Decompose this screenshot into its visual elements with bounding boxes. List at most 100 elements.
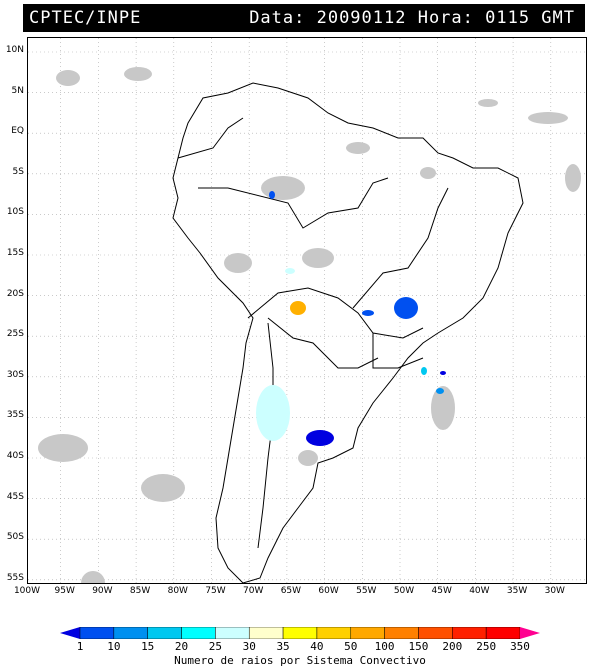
colorbar-label: 10 bbox=[107, 640, 121, 653]
internal-border bbox=[247, 287, 424, 339]
lightning-cell bbox=[362, 310, 374, 316]
lat-label: 40S bbox=[6, 451, 24, 461]
colorbar-segment bbox=[147, 627, 182, 639]
cloud-patch bbox=[565, 164, 581, 192]
colorbar-caption: Numero de raios por Sistema Convectivo bbox=[174, 654, 426, 667]
lightning-systems bbox=[256, 191, 446, 446]
colorbar-label: 200 bbox=[442, 640, 463, 653]
lightning-cell bbox=[290, 301, 306, 315]
cloud-patch bbox=[528, 112, 568, 124]
colorbar-label: 30 bbox=[242, 640, 256, 653]
lat-label: 5N bbox=[11, 85, 24, 96]
map-svg bbox=[28, 38, 586, 583]
cloud-patch bbox=[124, 67, 152, 81]
cloud-patch bbox=[224, 253, 252, 273]
lightning-cell bbox=[256, 385, 290, 441]
colorbar-segment bbox=[316, 627, 352, 639]
map-header: CPTEC/INPE Data: 20090112 Hora: 0115 GMT bbox=[23, 4, 585, 32]
lon-label: 35W bbox=[506, 586, 528, 596]
lat-label: 5S bbox=[12, 166, 24, 177]
map-area bbox=[27, 37, 587, 584]
lon-label: 50W bbox=[393, 586, 415, 596]
lon-label: 85W bbox=[129, 586, 151, 596]
lon-label: 90W bbox=[92, 586, 113, 596]
cloud-patch bbox=[346, 142, 370, 154]
colorbar-label: 100 bbox=[374, 640, 395, 653]
colorbar-label: 150 bbox=[408, 640, 429, 653]
lon-label: 100W bbox=[13, 586, 41, 596]
internal-border bbox=[227, 177, 389, 229]
colorbar-low-arrow bbox=[60, 627, 80, 639]
colorbar-segment bbox=[215, 627, 250, 639]
internal-border bbox=[372, 333, 424, 369]
colorbar-label: 1 bbox=[76, 640, 84, 653]
lightning-cell bbox=[306, 430, 334, 446]
grid-lines bbox=[28, 38, 586, 583]
internal-border bbox=[267, 317, 379, 369]
lat-label: 25S bbox=[6, 329, 24, 340]
cloud-patch bbox=[431, 386, 455, 430]
source-label: CPTEC/INPE bbox=[29, 8, 142, 28]
lightning-cell bbox=[440, 371, 446, 375]
colorbar-label: 350 bbox=[510, 640, 530, 653]
lat-label: 35S bbox=[6, 410, 24, 421]
datetime-label: Data: 20090112 Hora: 0115 GMT bbox=[249, 8, 575, 28]
lat-label: 20S bbox=[6, 288, 24, 299]
country-borders bbox=[172, 82, 524, 583]
lat-label: 45S bbox=[6, 491, 24, 502]
lon-label: 80W bbox=[167, 586, 188, 596]
colorbar-segment bbox=[113, 627, 148, 639]
lon-label: 70W bbox=[243, 586, 264, 596]
south-america-coastline bbox=[172, 82, 524, 583]
colorbar-segment bbox=[248, 627, 284, 639]
colorbar-segment bbox=[384, 627, 419, 639]
lat-label: EQ bbox=[11, 126, 24, 137]
cloud-patch bbox=[81, 571, 105, 583]
cloud-patch bbox=[298, 450, 318, 466]
lat-label: 15S bbox=[6, 248, 24, 258]
lon-label: 40W bbox=[469, 586, 490, 596]
colorbar-label: 25 bbox=[208, 640, 222, 653]
colorbar-segment bbox=[418, 627, 453, 639]
lat-label: 55S bbox=[6, 572, 24, 583]
colorbar-segment bbox=[452, 627, 487, 639]
lat-label: 30S bbox=[6, 369, 24, 380]
lightning-cell bbox=[285, 268, 295, 274]
colorbar-high-arrow bbox=[520, 627, 540, 639]
lon-label: 65W bbox=[280, 586, 302, 596]
lightning-cell bbox=[269, 191, 275, 199]
cloud-areas bbox=[38, 67, 581, 583]
colorbar-label: 15 bbox=[141, 640, 155, 653]
lightning-cell bbox=[436, 388, 444, 394]
lightning-cell bbox=[421, 367, 427, 375]
lon-label: 60W bbox=[318, 586, 339, 596]
cloud-patch bbox=[261, 176, 305, 200]
lat-label: 10S bbox=[6, 207, 24, 218]
internal-border bbox=[177, 117, 244, 159]
lon-label: 55W bbox=[356, 586, 377, 596]
lat-label: 10N bbox=[5, 45, 24, 55]
colorbar-label: 250 bbox=[476, 640, 497, 653]
colorbar-segment bbox=[350, 627, 385, 639]
colorbar-label: 50 bbox=[344, 640, 358, 653]
lon-label: 75W bbox=[205, 586, 226, 596]
cloud-patch bbox=[38, 434, 88, 462]
colorbar-label: 40 bbox=[310, 640, 324, 653]
lat-label: 50S bbox=[6, 532, 24, 543]
colorbar-label: 20 bbox=[174, 640, 189, 653]
colorbar-segment bbox=[485, 627, 521, 639]
cloud-patch bbox=[420, 167, 436, 179]
cloud-patch bbox=[478, 99, 498, 107]
lon-label: 30W bbox=[544, 586, 565, 596]
lightning-cell bbox=[394, 297, 418, 319]
cloud-patch bbox=[141, 474, 185, 502]
colorbar-segment bbox=[282, 627, 318, 639]
colorbar-segment bbox=[79, 627, 115, 639]
cloud-patch bbox=[302, 248, 334, 268]
lon-label: 45W bbox=[431, 586, 452, 596]
colorbar-segment bbox=[181, 627, 216, 639]
colorbar bbox=[60, 627, 540, 639]
cloud-patch bbox=[56, 70, 80, 86]
internal-border bbox=[352, 187, 449, 309]
lon-label: 95W bbox=[54, 586, 75, 596]
